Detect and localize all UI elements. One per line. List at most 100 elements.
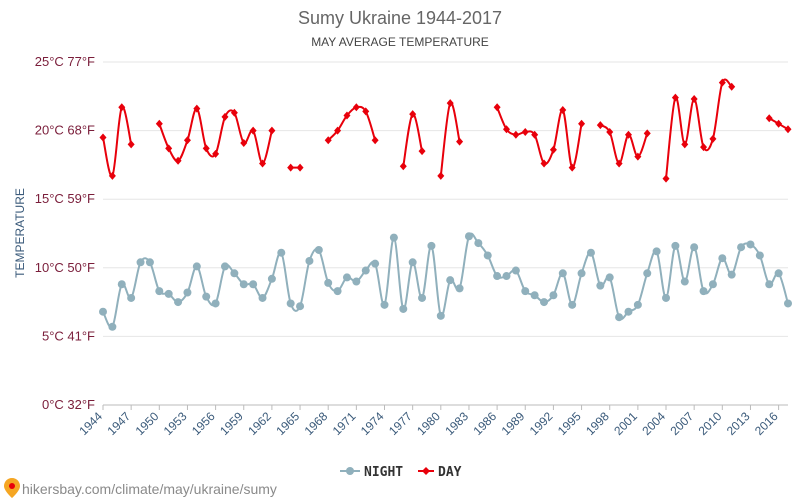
legend-item-day[interactable]: DAY	[418, 465, 462, 480]
data-point[interactable]	[240, 138, 248, 147]
data-point[interactable]	[681, 140, 689, 149]
data-point[interactable]	[277, 248, 286, 257]
data-point[interactable]	[700, 143, 708, 152]
data-point[interactable]	[418, 293, 427, 302]
data-point[interactable]	[662, 293, 671, 302]
data-point[interactable]	[559, 106, 567, 115]
data-point[interactable]	[568, 300, 577, 309]
data-point[interactable]	[174, 156, 182, 165]
data-point[interactable]	[155, 287, 164, 296]
data-point[interactable]	[230, 269, 239, 278]
data-point[interactable]	[409, 110, 417, 119]
data-point[interactable]	[259, 159, 267, 168]
data-point[interactable]	[765, 280, 774, 289]
data-point[interactable]	[493, 103, 501, 112]
data-point[interactable]	[643, 129, 651, 138]
data-point[interactable]	[633, 300, 642, 309]
data-point[interactable]	[456, 137, 464, 146]
data-point[interactable]	[671, 241, 680, 250]
data-point[interactable]	[540, 298, 549, 307]
data-point[interactable]	[296, 302, 305, 311]
data-point[interactable]	[249, 280, 258, 289]
data-point[interactable]	[108, 171, 116, 180]
data-point[interactable]	[727, 270, 736, 279]
data-point[interactable]	[127, 140, 135, 149]
data-point[interactable]	[502, 125, 510, 134]
data-point[interactable]	[512, 130, 520, 139]
data-point[interactable]	[118, 103, 126, 112]
data-point[interactable]	[502, 272, 511, 281]
data-point[interactable]	[155, 119, 163, 128]
data-point[interactable]	[531, 130, 539, 139]
data-point[interactable]	[634, 152, 642, 161]
data-point[interactable]	[99, 307, 107, 316]
data-point[interactable]	[624, 307, 633, 316]
data-point[interactable]	[446, 276, 455, 285]
data-point[interactable]	[596, 121, 604, 130]
data-point[interactable]	[643, 269, 652, 278]
data-point[interactable]	[615, 159, 623, 168]
data-point[interactable]	[136, 258, 145, 267]
data-point[interactable]	[399, 162, 407, 171]
data-point[interactable]	[343, 111, 351, 120]
data-point[interactable]	[212, 149, 220, 158]
data-point[interactable]	[324, 278, 333, 287]
data-point[interactable]	[746, 240, 755, 249]
data-point[interactable]	[586, 248, 595, 257]
data-point[interactable]	[483, 251, 492, 260]
data-point[interactable]	[615, 313, 624, 322]
data-point[interactable]	[718, 254, 727, 263]
data-point[interactable]	[427, 241, 436, 250]
data-point[interactable]	[333, 287, 342, 296]
legend-item-night[interactable]: NIGHT	[340, 465, 403, 480]
data-point[interactable]	[239, 280, 248, 289]
data-point[interactable]	[577, 269, 586, 278]
data-point[interactable]	[117, 280, 126, 289]
data-point[interactable]	[324, 136, 332, 145]
data-point[interactable]	[342, 273, 351, 282]
data-point[interactable]	[521, 287, 530, 296]
data-point[interactable]	[624, 130, 632, 139]
data-point[interactable]	[765, 114, 773, 123]
data-point[interactable]	[202, 292, 211, 301]
data-point[interactable]	[728, 82, 736, 91]
data-point[interactable]	[662, 174, 670, 183]
data-point[interactable]	[389, 233, 398, 242]
data-point[interactable]	[286, 299, 295, 308]
data-point[interactable]	[680, 277, 689, 286]
data-point[interactable]	[193, 104, 201, 113]
data-point[interactable]	[437, 171, 445, 180]
data-point[interactable]	[775, 119, 783, 128]
data-point[interactable]	[464, 232, 473, 241]
data-point[interactable]	[202, 144, 210, 153]
data-point[interactable]	[549, 145, 557, 154]
data-point[interactable]	[755, 251, 764, 260]
data-point[interactable]	[605, 273, 614, 282]
data-point[interactable]	[418, 147, 426, 156]
data-point[interactable]	[230, 108, 238, 117]
footer-link[interactable]: hikersbay.com/climate/may/ukraine/sumy	[4, 478, 277, 498]
data-point[interactable]	[145, 258, 154, 267]
data-point[interactable]	[493, 272, 502, 281]
data-point[interactable]	[511, 266, 520, 275]
data-point[interactable]	[399, 304, 408, 313]
data-point[interactable]	[99, 133, 107, 142]
data-point[interactable]	[568, 163, 576, 172]
data-point[interactable]	[371, 259, 380, 268]
data-point[interactable]	[408, 258, 417, 267]
data-point[interactable]	[521, 127, 529, 136]
data-point[interactable]	[455, 284, 464, 293]
data-point[interactable]	[296, 163, 304, 172]
data-point[interactable]	[530, 291, 539, 300]
data-point[interactable]	[690, 243, 699, 252]
data-point[interactable]	[192, 262, 201, 271]
data-point[interactable]	[737, 243, 746, 252]
data-point[interactable]	[709, 134, 717, 143]
data-point[interactable]	[549, 291, 558, 300]
data-point[interactable]	[718, 78, 726, 87]
data-point[interactable]	[380, 300, 389, 309]
data-point[interactable]	[127, 293, 136, 302]
data-point[interactable]	[220, 262, 229, 271]
data-point[interactable]	[183, 288, 192, 297]
data-point[interactable]	[436, 311, 445, 320]
